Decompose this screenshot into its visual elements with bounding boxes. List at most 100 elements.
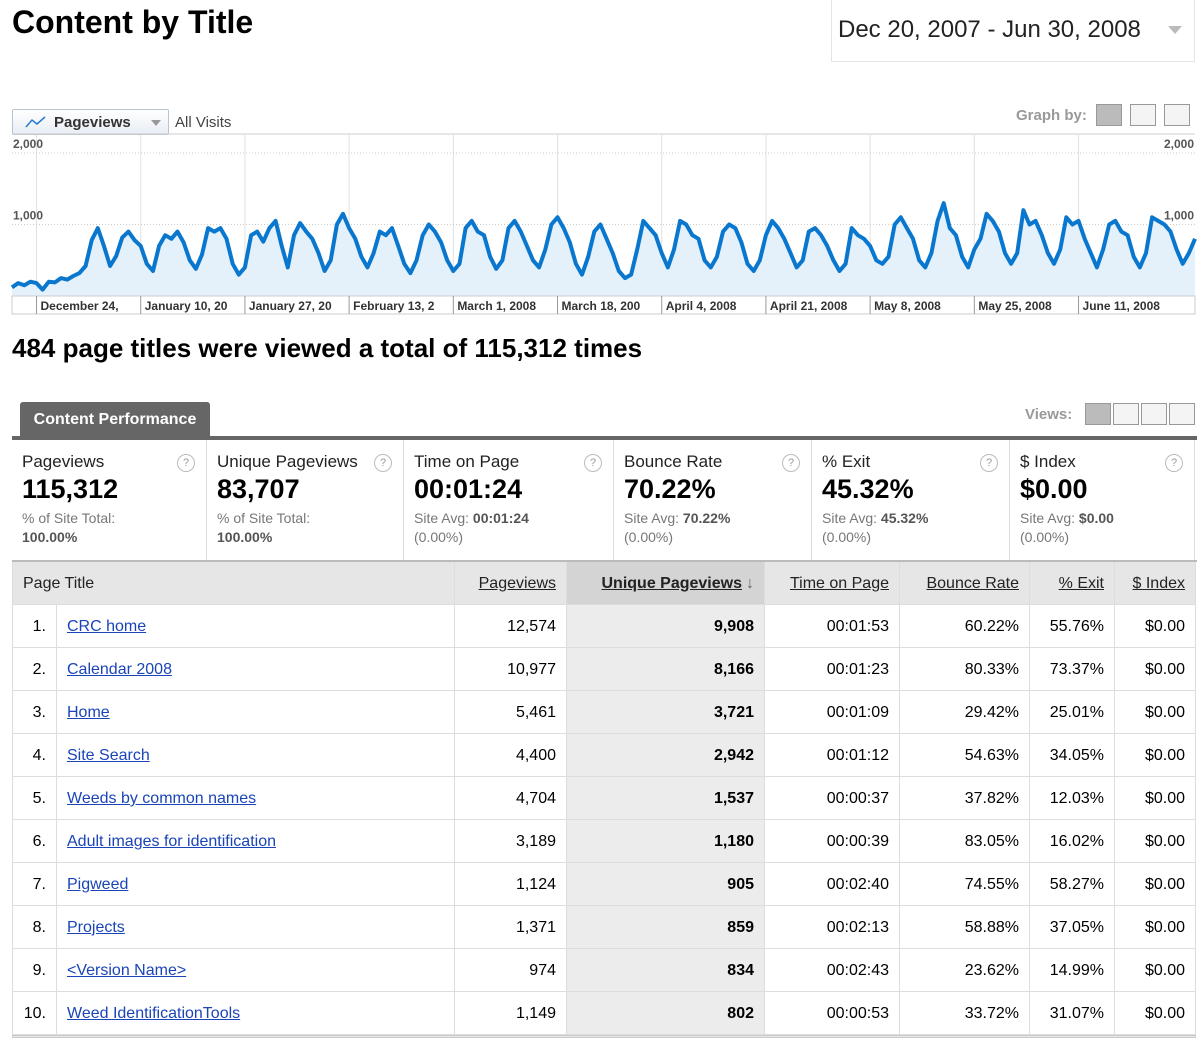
- table-cell[interactable]: Home: [57, 691, 455, 734]
- table-cell: 58.88%: [900, 906, 1030, 949]
- metric-box: Pageviews 115,312? % of Site Total: 100.00%: [12, 440, 207, 560]
- sub-label: % of Site Total:: [22, 510, 116, 526]
- table-cell: 3,721: [567, 691, 765, 734]
- sub-value: $0.00: [1078, 510, 1114, 526]
- metric-box: Unique Pageviews 83,707? % of Site Total: 1…: [207, 440, 404, 560]
- table-view-button[interactable]: [1085, 403, 1111, 425]
- table-cell: 10.: [12, 992, 57, 1035]
- line: [10, 201, 1197, 292]
- table-cell: 1.: [12, 605, 57, 648]
- table-cell: 80.33%: [900, 648, 1030, 691]
- table-cell: 1,149: [455, 992, 567, 1035]
- table-cell: 974: [455, 949, 567, 992]
- table-cell: $0.00: [1115, 906, 1196, 949]
- metric-value: 45.32%: [822, 474, 914, 504]
- page-title: Content by Title: [12, 4, 254, 40]
- sub-value: 100.00%: [217, 529, 273, 545]
- sub-value: 100.00%: [22, 529, 78, 545]
- table-cell: $0.00: [1115, 992, 1196, 1035]
- table-cell: 834: [567, 949, 765, 992]
- header-cell[interactable]: $ Index: [1115, 562, 1196, 605]
- help-icon[interactable]: ?: [980, 454, 998, 472]
- x-tick-label: June 11, 2008: [1083, 299, 1161, 313]
- metric-sub: Site Avg: 00:01:24 (0.00%): [414, 509, 613, 547]
- sub-label: Site Avg:: [414, 510, 470, 526]
- metric-sub: Site Avg: $0.00 (0.00%): [1020, 509, 1194, 547]
- metric-name: Bounce Rate: [624, 452, 723, 471]
- x-tick-label: December 24,: [41, 299, 119, 313]
- table-cell[interactable]: Adult images for identification: [57, 820, 455, 863]
- header-cell[interactable]: Pageviews: [455, 562, 567, 605]
- table-cell[interactable]: Calendar 2008: [57, 648, 455, 691]
- help-icon[interactable]: ?: [1165, 454, 1183, 472]
- header-cell[interactable]: Unique Pageviews ↓: [567, 562, 765, 605]
- summary-sentence: 484 page titles were viewed a total of 1…: [12, 333, 643, 363]
- performance-view-button[interactable]: [1141, 403, 1167, 425]
- metric-name: % Exit: [822, 452, 871, 471]
- table-cell[interactable]: Site Search: [57, 734, 455, 777]
- table-cell: $0.00: [1115, 691, 1196, 734]
- table-cell: 33.72%: [900, 992, 1030, 1035]
- table-cell: 00:01:23: [765, 648, 900, 691]
- help-icon[interactable]: ?: [584, 454, 602, 472]
- table-cell: 00:01:53: [765, 605, 900, 648]
- table-cell: 00:00:39: [765, 820, 900, 863]
- pie-view-button[interactable]: [1113, 403, 1139, 425]
- table-cell[interactable]: Projects: [57, 906, 455, 949]
- metric-value: 00:01:24: [414, 474, 523, 504]
- x-tick-label: February 13, 2: [353, 299, 435, 313]
- table-cell: 802: [567, 992, 765, 1035]
- table-cell: 00:00:37: [765, 777, 900, 820]
- sub-extra: (0.00%): [414, 529, 464, 545]
- metric-value: $0.00: [1020, 474, 1088, 504]
- y-tick-label: 2,000: [1164, 137, 1194, 151]
- x-tick-label: April 21, 2008: [770, 299, 848, 313]
- pivot-view-button[interactable]: [1169, 403, 1195, 425]
- table-cell: 00:02:43: [765, 949, 900, 992]
- x-tick-label: January 27, 20: [249, 299, 332, 313]
- table-cell: 34.05%: [1030, 734, 1115, 777]
- header-cell[interactable]: Bounce Rate: [900, 562, 1030, 605]
- graph-day-button[interactable]: [1096, 104, 1122, 126]
- help-icon[interactable]: ?: [374, 454, 392, 472]
- table-cell: $0.00: [1115, 605, 1196, 648]
- metric-value: 70.22%: [624, 474, 716, 504]
- graph-month-button[interactable]: [1164, 104, 1190, 126]
- content-performance-tab[interactable]: Content Performance: [20, 402, 210, 437]
- table-cell: 73.37%: [1030, 648, 1115, 691]
- table-cell[interactable]: <Version Name>: [57, 949, 455, 992]
- help-icon[interactable]: ?: [782, 454, 800, 472]
- table-cell: 37.05%: [1030, 906, 1115, 949]
- metric-box: % Exit 45.32%? Site Avg: 45.32% (0.00%): [812, 440, 1010, 560]
- metric-box: $ Index $0.00? Site Avg: $0.00 (0.00%): [1010, 440, 1195, 560]
- sub-extra: (0.00%): [822, 529, 872, 545]
- table-cell[interactable]: Weeds by common names: [57, 777, 455, 820]
- sub-extra: (0.00%): [624, 529, 674, 545]
- segment-label[interactable]: All Visits: [175, 114, 232, 131]
- sub-value: 70.22%: [682, 510, 731, 526]
- date-range: Dec 20, 2007 - Jun 30, 2008: [838, 16, 1141, 43]
- table-cell: 7.: [12, 863, 57, 906]
- table-cell: 2.: [12, 648, 57, 691]
- metric-name: Unique Pageviews: [217, 452, 358, 471]
- x-tick-label: May 25, 2008: [978, 299, 1052, 313]
- y-tick-label: 1,000: [1164, 209, 1194, 223]
- pageviews-chart: 1,000 1,000 2,000 2,000 December 24, January …: [10, 133, 1197, 315]
- table-cell[interactable]: Pigweed: [57, 863, 455, 906]
- graph-week-button[interactable]: [1130, 104, 1156, 126]
- table-cell: 60.22%: [900, 605, 1030, 648]
- header-cell[interactable]: % Exit: [1030, 562, 1115, 605]
- metric-sub: Site Avg: 45.32% (0.00%): [822, 509, 1009, 547]
- dropdown-arrow: [151, 120, 161, 126]
- table-cell: 5,461: [455, 691, 567, 734]
- table-cell: $0.00: [1115, 949, 1196, 992]
- x-tick-label: May 8, 2008: [874, 299, 941, 313]
- header-cell[interactable]: Time on Page: [765, 562, 900, 605]
- date-picker[interactable]: Dec 20, 2007 - Jun 30, 2008: [831, 0, 1195, 62]
- help-icon[interactable]: ?: [177, 454, 195, 472]
- graph-by-label: Graph by:: [1016, 107, 1087, 124]
- metric-sub: % of Site Total: 100.00%: [22, 509, 206, 547]
- table-cell[interactable]: CRC home: [57, 605, 455, 648]
- table-cell[interactable]: Weed IdentificationTools: [57, 992, 455, 1035]
